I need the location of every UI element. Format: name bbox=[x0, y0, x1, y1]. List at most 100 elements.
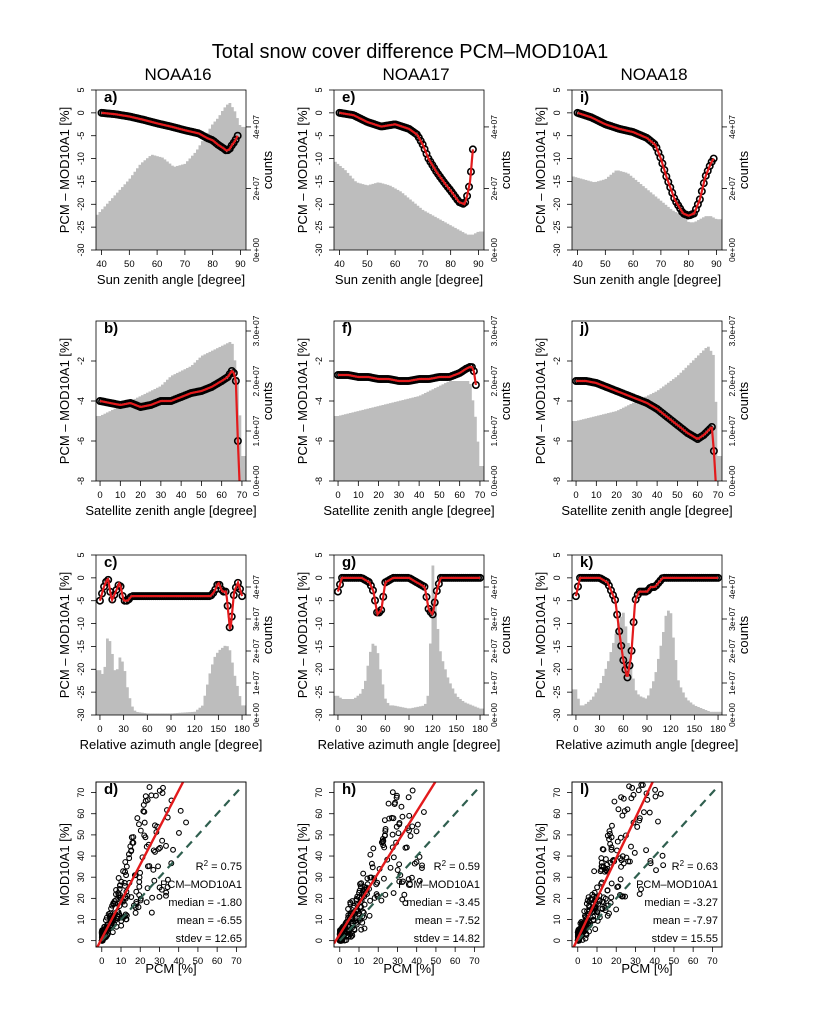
x-tick-label: 0 bbox=[575, 956, 580, 967]
scatter-point bbox=[402, 900, 409, 907]
x-tick-label: 0 bbox=[573, 490, 578, 501]
histogram-bar bbox=[469, 704, 472, 715]
y-tick-label: -15 bbox=[552, 175, 562, 188]
x-tick-label: 60 bbox=[212, 956, 223, 967]
histogram-bar bbox=[118, 406, 122, 481]
histogram-bar bbox=[399, 191, 402, 250]
y2-tick-label: 2.0e+07 bbox=[251, 365, 261, 396]
y-tick-label: 40 bbox=[314, 851, 324, 861]
histogram-bar bbox=[208, 351, 212, 481]
scatter-point bbox=[380, 875, 387, 882]
histogram-bar bbox=[672, 637, 675, 715]
x-tick-label: 30 bbox=[156, 490, 167, 501]
x-tick-label: 20 bbox=[611, 490, 622, 501]
histogram-bar bbox=[612, 642, 615, 715]
scatter-point bbox=[367, 897, 374, 904]
scatter-point bbox=[393, 794, 400, 801]
regression-line bbox=[572, 782, 654, 947]
data-point bbox=[705, 162, 714, 171]
histogram-bar bbox=[354, 697, 357, 715]
scatter-point bbox=[617, 834, 624, 841]
histogram-bar bbox=[707, 346, 710, 481]
x-tick-label: 0 bbox=[573, 724, 578, 735]
histogram-bar bbox=[354, 181, 357, 250]
histogram-bar bbox=[344, 699, 347, 715]
histogram-bar bbox=[712, 354, 715, 481]
fit-line bbox=[98, 577, 244, 630]
scatter-point bbox=[399, 813, 406, 820]
histogram-bar bbox=[128, 401, 132, 481]
x-tick-label: 80 bbox=[207, 259, 218, 270]
scatter-point bbox=[361, 925, 368, 932]
plot-frame-top bbox=[571, 781, 723, 948]
histogram-bar bbox=[461, 381, 465, 481]
histogram-bar bbox=[637, 400, 640, 481]
panel-c: 5 0 -5 -10 -15 -20 -25 -30 0e+00 1e+07 2e+07 3e+07 4… bbox=[57, 552, 275, 752]
x-tick-label: 50 bbox=[434, 490, 445, 501]
histogram-bar bbox=[386, 403, 390, 481]
scatter-point bbox=[382, 891, 389, 898]
histogram-bar bbox=[709, 350, 713, 481]
histogram-bar bbox=[649, 192, 653, 250]
x-tick-label: 70 bbox=[656, 259, 667, 270]
y2-axis-label: counts bbox=[736, 150, 751, 189]
histogram-bar bbox=[186, 712, 189, 715]
histogram-bar bbox=[351, 412, 355, 481]
histogram-bar bbox=[612, 411, 615, 481]
scatter-point bbox=[652, 786, 659, 793]
scatter-point bbox=[636, 815, 643, 822]
histogram-bar bbox=[106, 638, 109, 715]
y2-axis-label: counts bbox=[260, 150, 275, 189]
histogram-bar bbox=[449, 381, 452, 481]
y2-tick-label: 2e+07 bbox=[251, 639, 261, 663]
histogram-bar bbox=[459, 698, 462, 715]
histogram-bar bbox=[156, 713, 159, 715]
histogram-bar bbox=[208, 128, 212, 250]
identity-line bbox=[338, 787, 480, 942]
histogram-bar bbox=[464, 702, 467, 715]
scatter-point bbox=[163, 842, 169, 849]
histogram-bar bbox=[627, 643, 630, 715]
x-tick-label: 20 bbox=[135, 490, 146, 501]
histogram-bar bbox=[664, 615, 668, 715]
scatter-point bbox=[585, 903, 592, 910]
histogram-bar bbox=[456, 696, 460, 715]
data-point bbox=[422, 149, 431, 158]
histogram-bar bbox=[216, 652, 219, 715]
x-tick-label: 20 bbox=[135, 956, 146, 967]
figure-title: Total snow cover difference PCM–MOD10A1 bbox=[212, 41, 608, 63]
column-title-noaa17: NOAA17 bbox=[382, 65, 449, 84]
x-tick-label: 90 bbox=[235, 259, 246, 270]
y-tick-label: -15 bbox=[552, 640, 562, 653]
scatter-point bbox=[144, 797, 151, 803]
stat-r2: R2 = 0.75 bbox=[196, 859, 242, 873]
histogram-bar bbox=[579, 419, 583, 481]
scatter-point bbox=[150, 866, 157, 873]
histogram-bar bbox=[409, 708, 412, 715]
y-tick-label: 0 bbox=[552, 938, 562, 943]
histogram-bar bbox=[684, 367, 688, 481]
scatter-point bbox=[140, 808, 147, 815]
scatter-point bbox=[626, 783, 633, 790]
scatter-point bbox=[122, 859, 129, 865]
histogram-bar bbox=[431, 215, 435, 250]
scatter-point bbox=[597, 868, 604, 875]
histogram-bar bbox=[238, 696, 242, 715]
histogram-bar bbox=[692, 704, 695, 715]
scatter-point bbox=[115, 875, 122, 881]
histogram-bar bbox=[394, 705, 397, 715]
y-tick-label: 30 bbox=[76, 872, 86, 882]
data-points bbox=[572, 376, 718, 455]
histogram-bar bbox=[188, 158, 192, 250]
histogram-bar bbox=[96, 670, 99, 715]
x-tick-label: 120 bbox=[187, 724, 203, 735]
y-tick-label: -20 bbox=[552, 198, 562, 211]
y-tick-label: 0 bbox=[314, 110, 324, 115]
scatter-point bbox=[391, 801, 398, 808]
y-axis-label: PCM – MOD10A1 [%] bbox=[295, 107, 310, 233]
histogram-bar bbox=[652, 681, 655, 715]
scatter-point bbox=[163, 892, 169, 899]
histogram-bar bbox=[674, 377, 678, 481]
histogram-bar bbox=[146, 158, 149, 250]
histogram-bar bbox=[479, 708, 482, 715]
